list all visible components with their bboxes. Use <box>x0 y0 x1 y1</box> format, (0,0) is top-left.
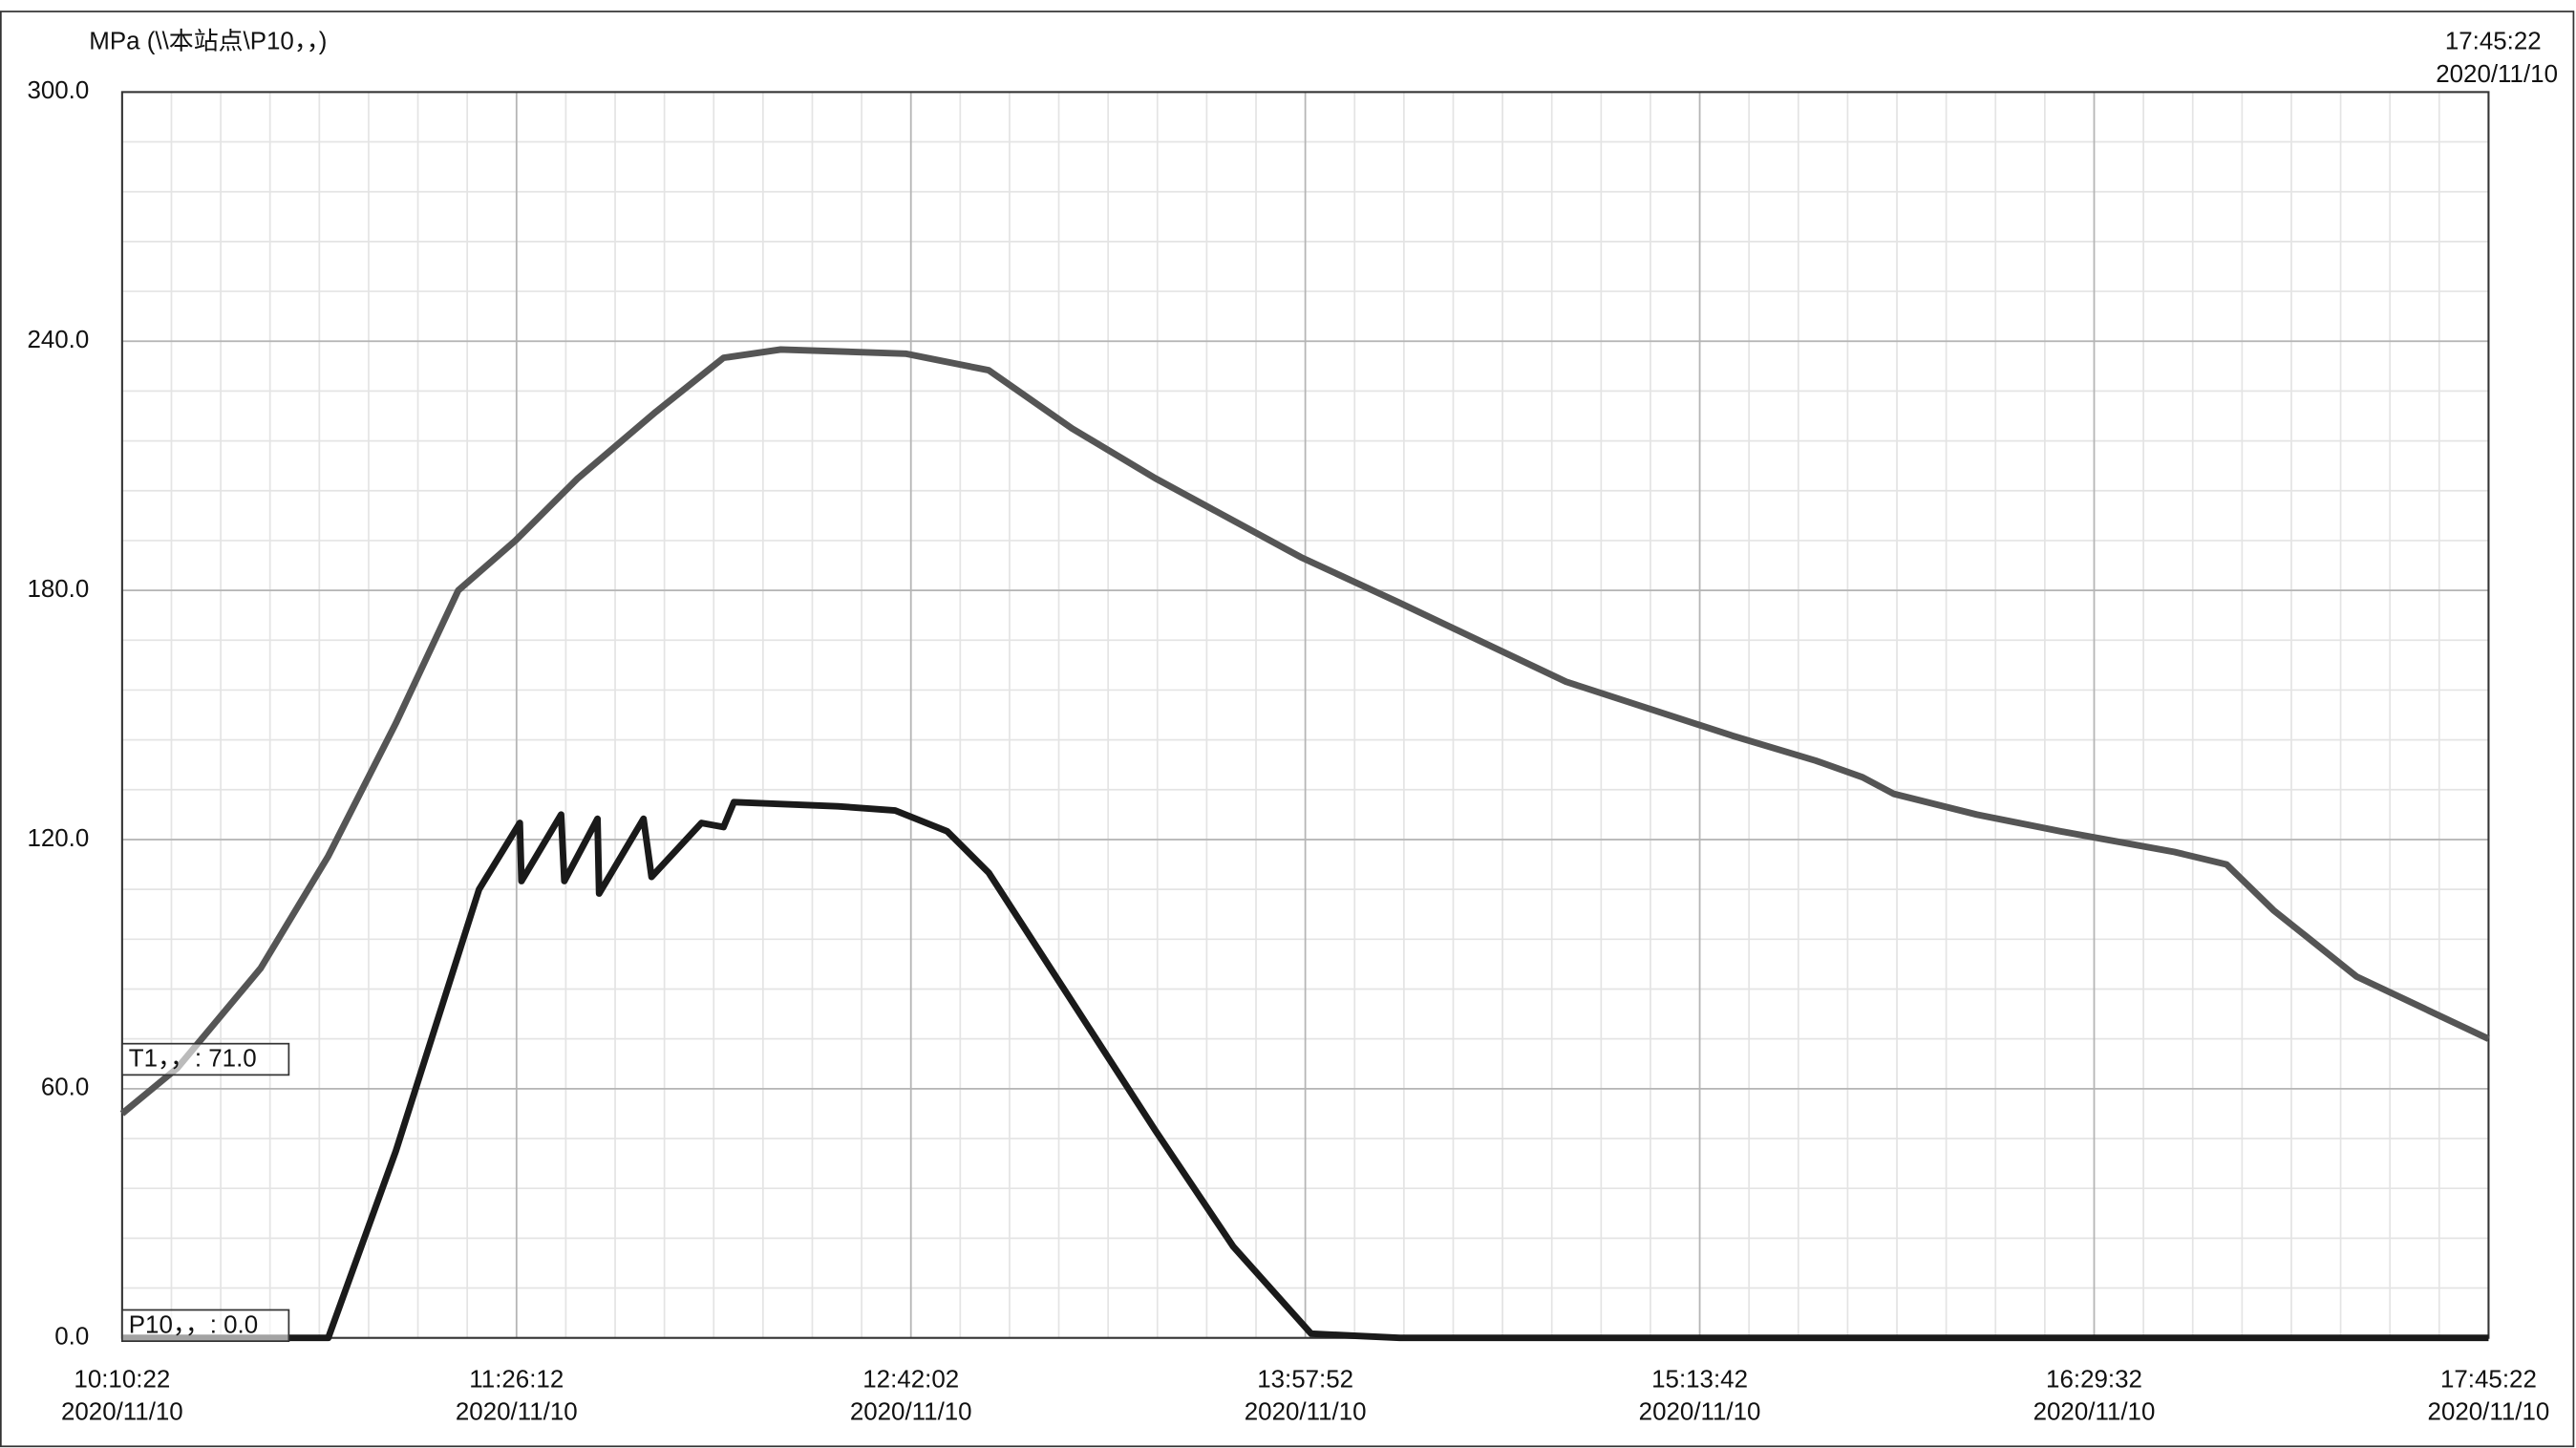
chart-title: MPa (\\本站点\P10，，) <box>89 28 327 55</box>
y-tick-label: 60.0 <box>41 1075 89 1101</box>
x-tick-date: 2020/11/10 <box>1245 1399 1367 1426</box>
x-tick-label: 10:10:22 <box>74 1366 170 1393</box>
x-tick-date: 2020/11/10 <box>456 1399 578 1426</box>
x-tick-label: 12:42:02 <box>862 1366 959 1393</box>
series-line <box>121 799 2489 1342</box>
plot-border <box>120 91 2490 1339</box>
legend-label: T1，，: 71.0 <box>129 1046 257 1073</box>
frame <box>0 11 2575 1448</box>
header-date: 2020/11/10 <box>2436 61 2558 88</box>
legend-box <box>120 1309 290 1343</box>
legend-box <box>120 1042 290 1076</box>
x-tick-date: 2020/11/10 <box>2033 1399 2156 1426</box>
x-tick-label: 16:29:32 <box>2046 1366 2142 1393</box>
x-tick-label: 13:57:52 <box>1257 1366 1353 1393</box>
y-tick-label: 120.0 <box>27 825 89 852</box>
x-tick-date: 2020/11/10 <box>850 1399 972 1426</box>
y-tick-label: 0.0 <box>54 1324 89 1351</box>
header-time: 17:45:22 <box>2445 29 2542 55</box>
x-tick-label: 11:26:12 <box>469 1366 564 1393</box>
legend-label: P10，，: 0.0 <box>129 1312 258 1339</box>
x-tick-date: 2020/11/10 <box>61 1399 183 1426</box>
x-tick-date: 2020/11/10 <box>1639 1399 1761 1426</box>
x-tick-label: 17:45:22 <box>2440 1366 2537 1393</box>
y-tick-label: 180.0 <box>27 576 89 603</box>
x-tick-date: 2020/11/10 <box>2428 1399 2550 1426</box>
x-tick-label: 15:13:42 <box>1651 1366 1748 1393</box>
y-tick-label: 300.0 <box>27 77 89 104</box>
series-line <box>119 346 2490 1117</box>
y-tick-label: 240.0 <box>27 327 89 353</box>
